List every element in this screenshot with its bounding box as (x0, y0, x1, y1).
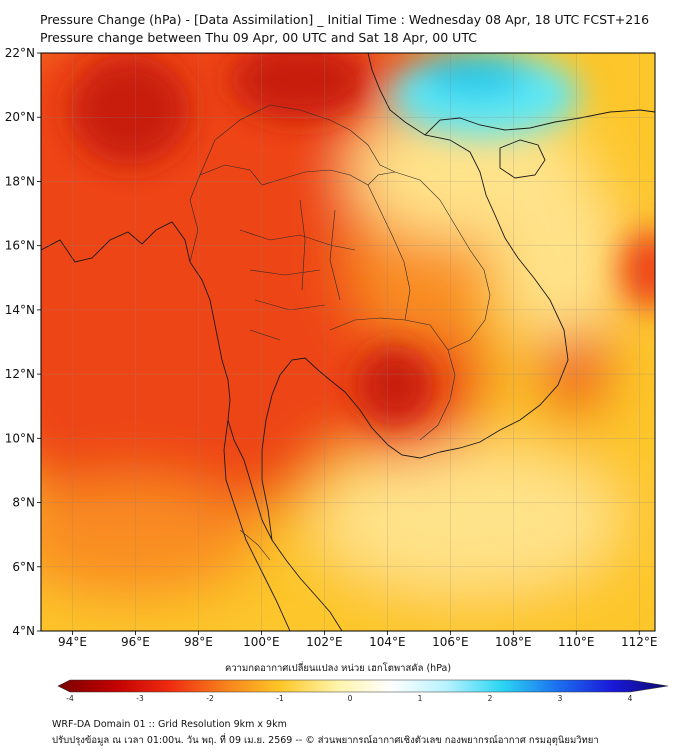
blob-near-zero-south (320, 450, 620, 590)
lon-tick-label: 102°E (306, 635, 343, 649)
lat-tick-label: 12°N (5, 367, 35, 381)
footer-model-info: WRF-DA Domain 01 :: Grid Resolution 9km … (52, 719, 287, 730)
longitude-axis: 94°E 96°E 98°E 100°E 102°E 104°E 106°E 108°E 110… (58, 631, 658, 649)
lat-tick-label: 14°N (5, 303, 35, 317)
lat-tick-label: 6°N (12, 560, 35, 574)
colorbar-tick-label: -2 (206, 694, 214, 703)
lat-tick-label: 20°N (5, 110, 35, 124)
coastline-vietnam (367, 53, 569, 453)
provinces-thailand (239, 199, 356, 341)
map-frame (40, 52, 656, 632)
border-china (199, 104, 396, 176)
lon-tick-label: 98°E (184, 635, 213, 649)
colorbar-tick-label: 3 (558, 694, 563, 703)
coastline-thai-gulf (227, 419, 343, 631)
core-east-edge-fall (620, 230, 655, 310)
lon-tick-label: 100°E (243, 635, 280, 649)
latitude-axis: 4°N 6°N 8°N 10°N 12°N 14°N 16°N 18°N 20°N 22°N (5, 46, 41, 638)
lat-tick-label: 10°N (5, 431, 35, 445)
field-cores (70, 53, 655, 425)
lon-tick-label: 104°E (369, 635, 406, 649)
colorbar-tick-label: -4 (66, 694, 74, 703)
lat-tick-label: 8°N (12, 496, 35, 510)
border-laos-vietnam (367, 171, 491, 351)
colorbar-tick-label: 2 (488, 694, 493, 703)
lat-tick-label: 4°N (12, 624, 35, 638)
lon-tick-label: 106°E (432, 635, 469, 649)
coastline-gulf-west (261, 357, 441, 541)
colorbar-tick-label: 0 (348, 694, 353, 703)
lat-tick-label: 22°N (5, 46, 35, 60)
coastline-malay-west (223, 419, 291, 631)
footer-credit: ปรับปรุงข้อมูล ณ เวลา 01:00น. วัน พฤ. ที… (52, 735, 599, 746)
coastlines (41, 53, 655, 631)
field-blobs (41, 53, 655, 631)
colorbar-ticks: -4 -3 -2 -1 0 1 2 3 4 (66, 694, 632, 703)
lon-tick-label: 94°E (58, 635, 87, 649)
pressure-field (41, 53, 655, 631)
lon-tick-label: 96°E (121, 635, 150, 649)
core-cambodia-strong-fall (357, 345, 433, 425)
colorbar-title: ความกดอากาศเปลี่ยนแปลง หน่วย เฮกโตพาสคัล… (224, 663, 452, 674)
blob-near-zero-east (500, 180, 620, 340)
lat-tick-label: 16°N (5, 239, 35, 253)
lon-tick-label: 108°E (495, 635, 532, 649)
core-strong-rise (420, 53, 530, 97)
core-myanmar-strong-fall (70, 55, 190, 165)
border-thai-myanmar (189, 164, 411, 321)
blob-southwest-moderate (41, 480, 260, 600)
colorbar-bar (57, 679, 669, 693)
colorbar-tick-label: -3 (136, 694, 144, 703)
colorbar-tick-label: 1 (418, 694, 423, 703)
core-north-strong-fall (230, 53, 370, 120)
coastline-china-south (424, 109, 655, 136)
chart-title: Pressure Change (hPa) - [Data Assimilati… (40, 12, 650, 27)
border-malaysia (239, 529, 271, 561)
lon-tick-label: 110°E (558, 635, 595, 649)
borders (189, 104, 491, 561)
colorbar: -4 -3 -2 -1 0 1 2 3 4 (57, 679, 669, 703)
chart-subtitle: Pressure change between Thu 09 Apr, 00 U… (40, 30, 477, 45)
lat-tick-label: 18°N (5, 174, 35, 188)
colorbar-tick-label: -1 (276, 694, 284, 703)
coastline-hainan (499, 139, 546, 179)
colorbar-tick-label: 4 (628, 694, 633, 703)
lon-tick-label: 112°E (621, 635, 658, 649)
border-cambodia (329, 317, 456, 441)
graticule (41, 53, 655, 631)
coastline-myanmar (41, 221, 231, 421)
